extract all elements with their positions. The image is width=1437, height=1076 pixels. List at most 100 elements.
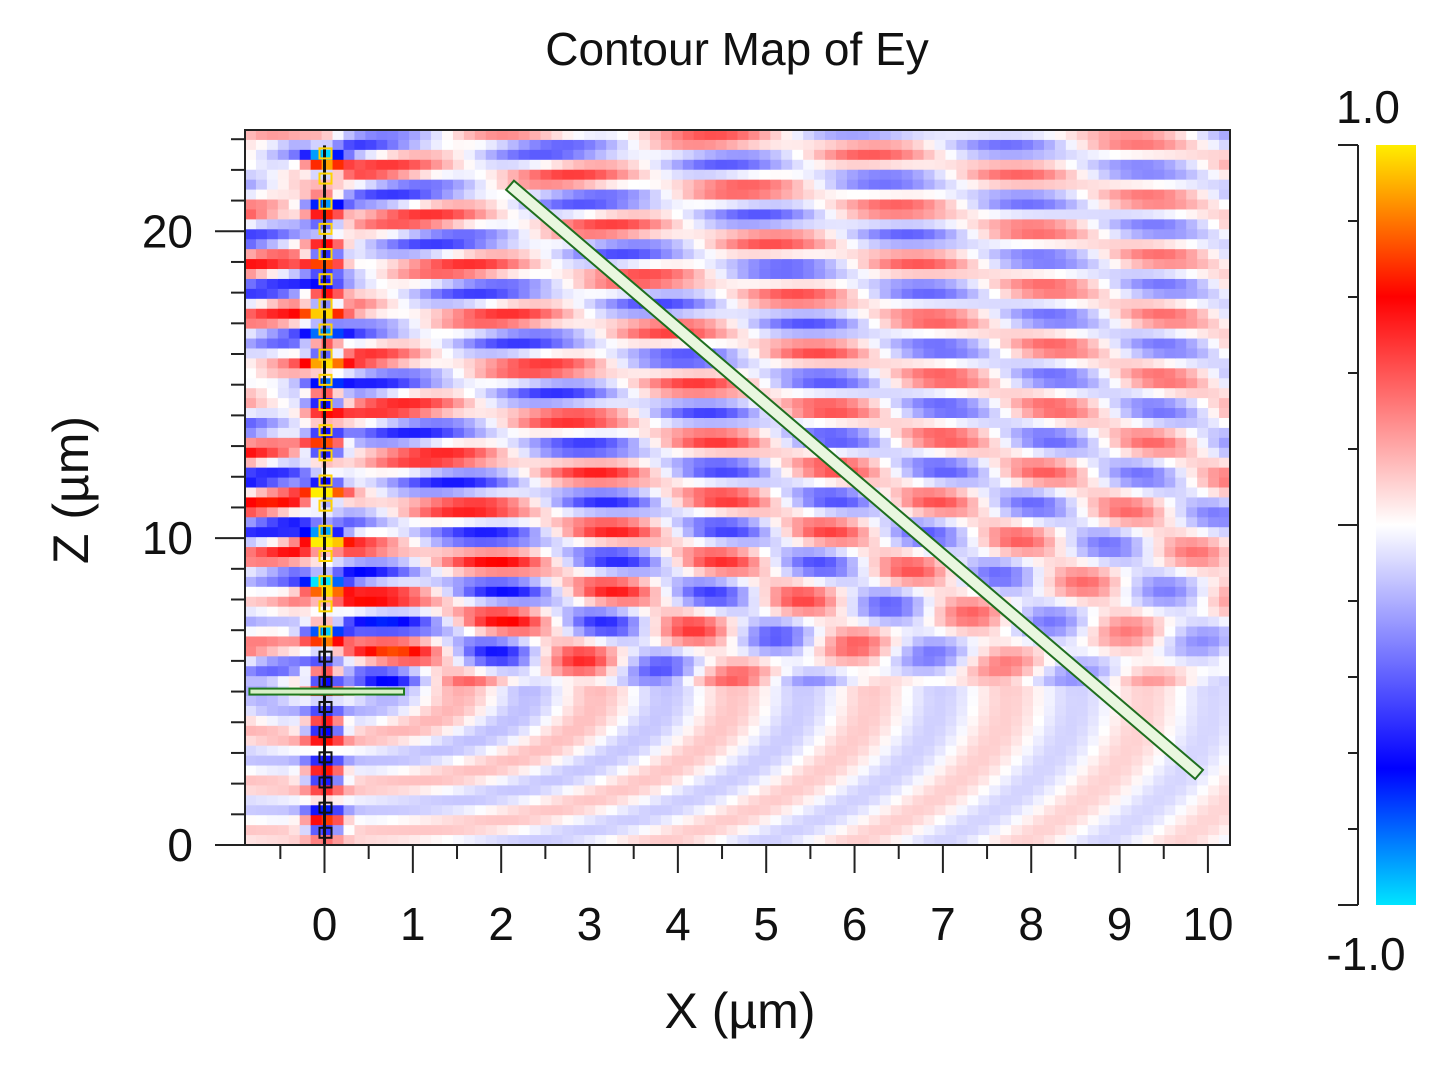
field-cell bbox=[825, 576, 837, 588]
field-cell bbox=[726, 815, 739, 826]
field-cell bbox=[814, 785, 826, 796]
field-cell bbox=[901, 199, 914, 211]
field-cell bbox=[923, 815, 936, 826]
field-cell bbox=[485, 269, 498, 280]
field-cell bbox=[387, 596, 399, 608]
field-cell bbox=[299, 745, 312, 757]
field-cell bbox=[343, 835, 356, 845]
field-cell bbox=[639, 547, 651, 558]
field-cell bbox=[649, 408, 662, 419]
field-cell bbox=[288, 437, 301, 449]
field-cell bbox=[628, 417, 640, 429]
field-cell bbox=[748, 298, 760, 310]
field-cell bbox=[398, 755, 410, 767]
field-cell bbox=[781, 825, 793, 836]
field-cell bbox=[639, 179, 651, 191]
field-cell bbox=[518, 467, 531, 479]
field-cell bbox=[288, 566, 301, 578]
field-cell bbox=[617, 437, 629, 449]
field-cell bbox=[387, 557, 399, 568]
field-cell bbox=[912, 239, 925, 250]
field-cell bbox=[551, 249, 563, 260]
field-cell bbox=[354, 596, 366, 608]
field-cell bbox=[967, 408, 979, 419]
field-cell bbox=[923, 388, 936, 399]
field-cell bbox=[255, 547, 268, 558]
field-cell bbox=[671, 398, 684, 409]
field-cell bbox=[759, 229, 771, 240]
field-cell bbox=[846, 616, 859, 628]
field-cell bbox=[825, 477, 837, 489]
field-cell bbox=[759, 457, 771, 469]
field-cell bbox=[343, 487, 356, 499]
field-cell bbox=[945, 408, 957, 419]
field-cell bbox=[365, 815, 377, 826]
field-cell bbox=[332, 517, 345, 528]
field-cell bbox=[748, 189, 760, 201]
field-cell bbox=[759, 586, 771, 598]
field-cell bbox=[923, 408, 936, 419]
field-cell bbox=[639, 517, 651, 528]
field-cell bbox=[781, 169, 793, 181]
field-cell bbox=[934, 239, 947, 250]
field-cell bbox=[255, 785, 268, 796]
field-cell bbox=[562, 596, 574, 608]
field-cell bbox=[770, 656, 782, 667]
field-cell bbox=[354, 547, 366, 558]
field-cell bbox=[431, 139, 443, 151]
field-cell bbox=[431, 149, 443, 161]
field-cell bbox=[299, 805, 312, 816]
field-cell bbox=[989, 537, 1001, 548]
field-cell bbox=[956, 497, 968, 508]
field-cell bbox=[628, 646, 640, 657]
field-cell bbox=[639, 606, 651, 618]
field-cell bbox=[682, 378, 695, 389]
field-cell bbox=[759, 656, 771, 667]
field-cell bbox=[354, 149, 366, 161]
field-cell bbox=[431, 368, 443, 379]
field-cell bbox=[452, 259, 465, 270]
field-cell bbox=[704, 388, 717, 399]
field-cell bbox=[836, 715, 848, 727]
field-cell bbox=[934, 467, 947, 479]
field-cell bbox=[332, 765, 345, 777]
field-cell bbox=[452, 527, 465, 538]
field-cell bbox=[354, 715, 366, 727]
field-cell bbox=[748, 487, 760, 499]
field-cell bbox=[890, 626, 903, 638]
field-cell bbox=[901, 636, 914, 647]
field-cell bbox=[310, 338, 323, 350]
field-cell bbox=[857, 437, 870, 449]
field-cell bbox=[321, 715, 334, 727]
field-cell bbox=[671, 745, 684, 757]
field-cell bbox=[770, 239, 782, 250]
field-cell bbox=[584, 606, 596, 618]
field-cell bbox=[496, 417, 509, 429]
field-cell bbox=[321, 169, 334, 181]
field-cell bbox=[255, 467, 268, 479]
field-cell bbox=[255, 288, 268, 300]
field-cell bbox=[409, 735, 421, 747]
field-cell bbox=[967, 139, 979, 151]
field-cell bbox=[540, 815, 553, 826]
field-cell bbox=[299, 388, 312, 399]
field-cell bbox=[496, 755, 509, 767]
field-cell bbox=[803, 348, 815, 360]
field-cell bbox=[365, 517, 377, 528]
field-cell bbox=[737, 705, 750, 717]
field-cell bbox=[584, 497, 596, 508]
field-cell bbox=[989, 318, 1001, 330]
field-cell bbox=[945, 437, 957, 449]
field-cell bbox=[474, 795, 487, 806]
field-cell bbox=[584, 139, 596, 151]
field-cell bbox=[595, 606, 607, 618]
field-cell bbox=[409, 358, 421, 369]
field-cell bbox=[737, 795, 750, 806]
field-cell bbox=[299, 368, 312, 379]
field-cell bbox=[398, 130, 410, 141]
field-cell bbox=[376, 259, 388, 270]
field-cell bbox=[277, 596, 290, 608]
field-cell bbox=[474, 408, 487, 419]
field-cell bbox=[989, 417, 1001, 429]
field-cell bbox=[606, 368, 618, 379]
